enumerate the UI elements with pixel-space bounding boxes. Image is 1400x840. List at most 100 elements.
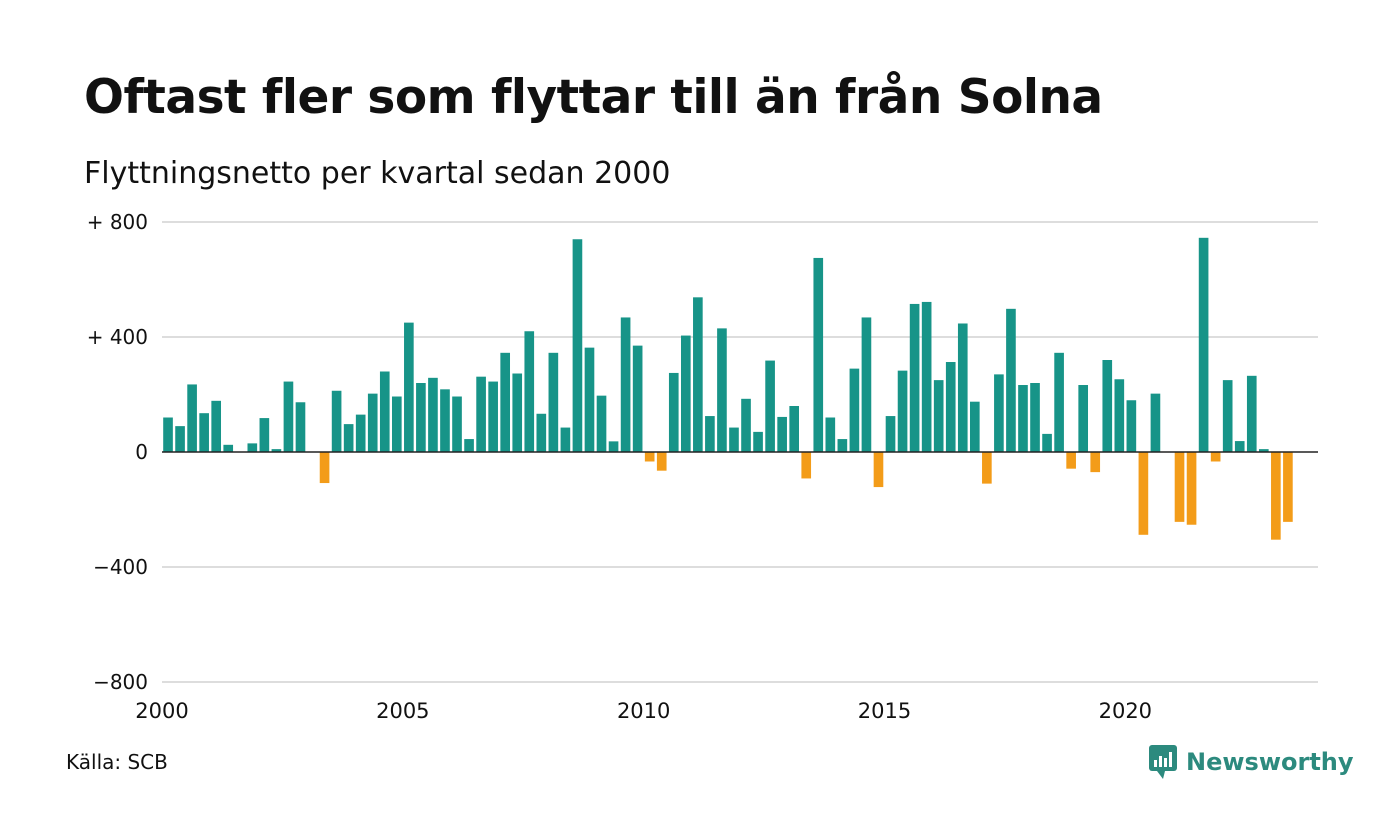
bar — [620, 317, 631, 452]
bar — [1222, 380, 1233, 452]
bar — [945, 362, 956, 452]
bar — [548, 352, 559, 452]
bar — [1114, 379, 1125, 452]
bar — [741, 398, 751, 452]
bar — [1138, 452, 1149, 535]
bar — [1066, 452, 1076, 469]
bar — [1234, 441, 1245, 452]
bar — [1246, 375, 1257, 452]
x-tick-label: 2020 — [1099, 699, 1152, 723]
bar — [428, 377, 438, 452]
bar — [644, 452, 655, 462]
bar — [223, 444, 234, 452]
bar — [343, 424, 354, 452]
x-tick-label: 2000 — [135, 699, 188, 723]
y-axis-ticks: + 800 + 400 0 −400 −800 — [87, 210, 148, 694]
x-tick-label: 2005 — [376, 699, 429, 723]
bar — [1102, 360, 1113, 452]
bar — [1078, 385, 1089, 452]
y-tick-label: + 800 — [87, 210, 148, 234]
y-tick-label: + 400 — [87, 325, 148, 349]
source-note: Källa: SCB — [66, 750, 168, 774]
y-tick-label: −400 — [93, 555, 148, 579]
bar — [825, 417, 836, 452]
bar — [536, 413, 547, 452]
bar — [572, 239, 583, 452]
bar — [1018, 385, 1028, 452]
bar — [488, 381, 498, 452]
bar — [560, 427, 571, 452]
bar — [283, 381, 294, 452]
bar — [163, 417, 173, 452]
bar — [680, 335, 691, 452]
bar — [753, 431, 763, 452]
bar — [849, 368, 860, 452]
bar — [452, 396, 462, 452]
bar — [656, 452, 667, 471]
bar — [729, 427, 739, 452]
bar — [211, 400, 222, 452]
bar — [416, 383, 426, 452]
bar — [259, 418, 270, 452]
bar — [1258, 449, 1269, 452]
bar — [632, 345, 643, 452]
y-tick-label: 0 — [135, 440, 148, 464]
bar — [897, 370, 908, 452]
bar — [861, 317, 872, 452]
bar — [1210, 452, 1221, 462]
bar — [994, 374, 1004, 452]
bar — [789, 406, 800, 452]
bar — [295, 402, 306, 452]
bar — [404, 322, 414, 452]
y-tick-label: −800 — [93, 670, 148, 694]
bar — [512, 373, 523, 452]
x-tick-label: 2015 — [858, 699, 911, 723]
bar — [187, 384, 197, 452]
bar — [693, 297, 703, 452]
bar — [837, 439, 848, 452]
newsworthy-logo: Newsworthy — [1148, 744, 1354, 780]
bar — [1271, 452, 1281, 540]
newsworthy-logo-text: Newsworthy — [1186, 748, 1354, 776]
bar — [1150, 393, 1161, 452]
x-tick-label: 2010 — [617, 699, 670, 723]
bar — [717, 328, 727, 452]
bar — [391, 396, 402, 452]
bar — [909, 303, 920, 452]
bar — [1283, 452, 1293, 522]
bar — [271, 449, 282, 452]
bar — [1198, 237, 1209, 452]
grid-lines — [162, 221, 1318, 683]
bar — [247, 443, 258, 452]
bar — [1054, 352, 1064, 452]
bar — [367, 393, 378, 452]
bar — [982, 452, 992, 484]
bar — [464, 439, 474, 452]
bar — [1030, 383, 1040, 452]
bar — [801, 452, 812, 479]
x-axis-ticks: 2000 2005 2010 2015 2020 — [135, 699, 1152, 723]
bar — [379, 371, 390, 452]
bar — [440, 389, 450, 452]
bar — [1186, 452, 1197, 525]
bar — [319, 452, 330, 484]
bar — [813, 257, 824, 452]
bar — [1042, 433, 1052, 452]
bar — [199, 413, 209, 452]
bar — [933, 380, 944, 452]
bars — [163, 237, 1293, 540]
bar — [873, 452, 884, 488]
bar — [705, 416, 715, 452]
bar — [500, 352, 511, 452]
bar — [957, 323, 968, 452]
bar — [1090, 452, 1101, 473]
bar — [524, 331, 535, 452]
bar — [1006, 308, 1016, 452]
bar — [668, 372, 679, 452]
bar — [1174, 452, 1185, 522]
bar — [596, 395, 607, 452]
bar — [921, 301, 932, 452]
bar — [476, 376, 486, 452]
bar — [175, 426, 185, 452]
